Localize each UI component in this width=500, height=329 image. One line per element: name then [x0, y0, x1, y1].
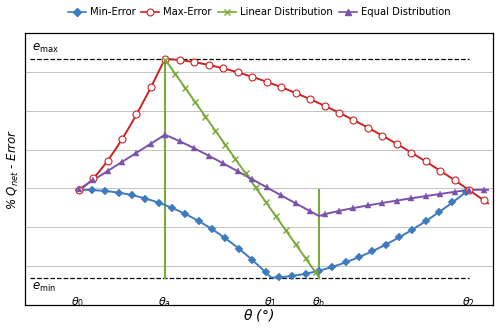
Y-axis label: % $Q_{net}$ - Error: % $Q_{net}$ - Error — [6, 128, 20, 210]
Text: $\theta_b$: $\theta_b$ — [312, 295, 326, 309]
Text: $\theta_1$: $\theta_1$ — [264, 295, 278, 309]
Text: $e_{\rm min}$: $e_{\rm min}$ — [32, 281, 56, 294]
Legend: Min-Error, Max-Error, Linear Distribution, Equal Distribution: Min-Error, Max-Error, Linear Distributio… — [64, 3, 454, 21]
Text: $e_{\rm max}$: $e_{\rm max}$ — [32, 42, 59, 55]
Text: $\theta_a$: $\theta_a$ — [158, 295, 172, 309]
Text: $\theta_2$: $\theta_2$ — [462, 295, 475, 309]
Text: $\theta_0$: $\theta_0$ — [72, 295, 85, 309]
X-axis label: $\theta$ (°): $\theta$ (°) — [243, 307, 274, 323]
